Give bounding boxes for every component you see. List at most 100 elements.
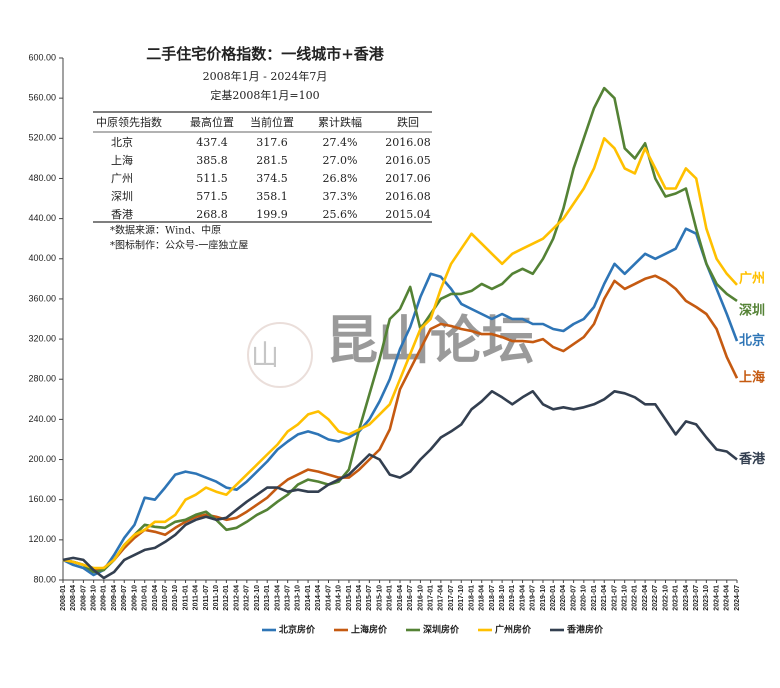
series-line (62, 86, 738, 574)
x-tick-label: 2009-07 (121, 585, 128, 611)
series-line (62, 274, 739, 572)
table-header: 累计跌幅 (318, 115, 362, 129)
end-label: 广州 (739, 270, 765, 286)
note: *数据来源：Wind、中原 (110, 224, 221, 237)
y-tick-label: 200.00 (28, 454, 56, 464)
x-tick-label: 2018-07 (489, 585, 496, 611)
table-header: 当前位置 (250, 115, 294, 129)
x-tick-label: 2013-01 (264, 585, 271, 611)
table-header: 中原领先指数 (96, 115, 162, 129)
x-tick-label: 2010-01 (142, 585, 149, 611)
x-tick-label: 2021-01 (591, 585, 598, 611)
y-tick-label: 280.00 (28, 374, 56, 384)
x-tick-label: 2013-10 (295, 585, 302, 611)
x-tick-label: 2015-10 (376, 585, 383, 611)
y-tick-label: 360.00 (28, 293, 56, 303)
table-cell: 上海 (111, 153, 133, 167)
legend-label: 深圳房价 (423, 624, 460, 636)
table-header: 最高位置 (190, 115, 234, 129)
subtitle: 2008年1月 - 2024年7月 (203, 69, 328, 83)
x-tick-label: 2024-01 (713, 585, 720, 611)
x-tick-label: 2013-07 (285, 585, 292, 611)
x-tick-label: 2014-10 (336, 585, 343, 611)
table-header: 跌回 (397, 115, 419, 129)
x-tick-label: 2014-04 (315, 585, 322, 611)
x-tick-label: 2020-01 (550, 585, 557, 611)
table-cell: 26.8% (323, 172, 358, 185)
x-tick-label: 2023-04 (683, 585, 690, 611)
y-tick-label: 240.00 (28, 414, 56, 424)
table-cell: 27.0% (323, 154, 358, 167)
x-tick-label: 2019-01 (509, 585, 516, 611)
table-cell: 2016.08 (385, 190, 431, 203)
x-tick-label: 2020-04 (560, 585, 567, 611)
x-tick-label: 2016-04 (397, 585, 404, 611)
x-tick-label: 2011-04 (193, 585, 200, 610)
x-tick-label: 2018-04 (479, 585, 486, 611)
x-tick-label: 2017-01 (427, 585, 434, 611)
table-cell: 27.4% (323, 136, 358, 149)
x-tick-label: 2023-10 (703, 585, 710, 611)
x-tick-label: 2017-04 (438, 585, 445, 611)
x-tick-label: 2012-01 (223, 585, 230, 611)
series-line (62, 390, 738, 580)
table-cell: 317.6 (256, 136, 288, 149)
y-tick-label: 440.00 (28, 213, 56, 223)
table-cell: 268.8 (196, 208, 228, 221)
x-tick-label: 2009-01 (101, 585, 108, 611)
table-cell: 281.5 (256, 154, 288, 167)
y-tick-label: 480.00 (28, 173, 56, 183)
table-cell: 深圳 (111, 190, 133, 203)
svg-text:山: 山 (251, 339, 279, 372)
y-tick-label: 160.00 (28, 494, 56, 504)
table-cell: 广州 (111, 172, 133, 185)
x-tick-label: 2012-10 (254, 585, 261, 611)
table-cell: 25.6% (323, 208, 358, 221)
series-line (62, 227, 739, 577)
chart-title: 二手住宅价格指数：一线城市+香港 (146, 45, 385, 63)
x-tick-label: 2024-07 (734, 585, 741, 611)
x-tick-label: 2016-01 (387, 585, 394, 611)
x-tick-label: 2011-10 (213, 585, 220, 610)
y-tick-label: 400.00 (28, 253, 56, 263)
y-tick-label: 600.00 (28, 52, 56, 62)
end-label: 北京 (739, 333, 765, 349)
x-tick-label: 2009-10 (131, 585, 138, 611)
legend-label: 上海房价 (351, 624, 388, 636)
x-tick-label: 2016-07 (407, 585, 414, 611)
table-cell: 385.8 (196, 154, 228, 167)
end-label: 香港 (738, 451, 766, 467)
table-cell: 北京 (111, 135, 133, 149)
table-cell: 571.5 (196, 190, 228, 203)
x-tick-label: 2022-01 (632, 585, 639, 611)
end-label: 上海 (739, 370, 765, 386)
y-tick-label: 520.00 (28, 133, 56, 143)
x-tick-label: 2022-07 (652, 585, 659, 611)
x-tick-label: 2012-04 (233, 585, 240, 611)
x-tick-label: 2021-07 (611, 585, 618, 611)
x-tick-label: 2022-04 (642, 585, 649, 611)
x-tick-label: 2008-01 (60, 585, 67, 611)
x-tick-label: 2014-07 (325, 585, 332, 611)
legend-label: 广州房价 (495, 624, 532, 636)
table-cell: 358.1 (256, 190, 288, 203)
x-tick-label: 2023-01 (673, 585, 680, 611)
subtitle: 定基2008年1月=100 (210, 88, 319, 102)
x-tick-label: 2020-07 (570, 585, 577, 611)
table-cell: 2015.04 (385, 208, 431, 221)
x-tick-label: 2016-10 (417, 585, 424, 611)
x-tick-label: 2008-07 (80, 585, 87, 611)
x-tick-label: 2018-01 (468, 585, 475, 611)
x-tick-label: 2015-01 (346, 585, 353, 611)
table-cell: 437.4 (196, 136, 228, 149)
x-tick-label: 2010-04 (152, 585, 159, 611)
x-tick-label: 2012-07 (244, 585, 251, 611)
x-tick-label: 2011-01 (182, 585, 189, 610)
table-cell: 香港 (111, 208, 133, 221)
x-tick-label: 2019-10 (540, 585, 547, 611)
legend-label: 香港房价 (566, 624, 604, 636)
x-tick-label: 2018-10 (499, 585, 506, 611)
table-cell: 374.5 (256, 172, 288, 185)
